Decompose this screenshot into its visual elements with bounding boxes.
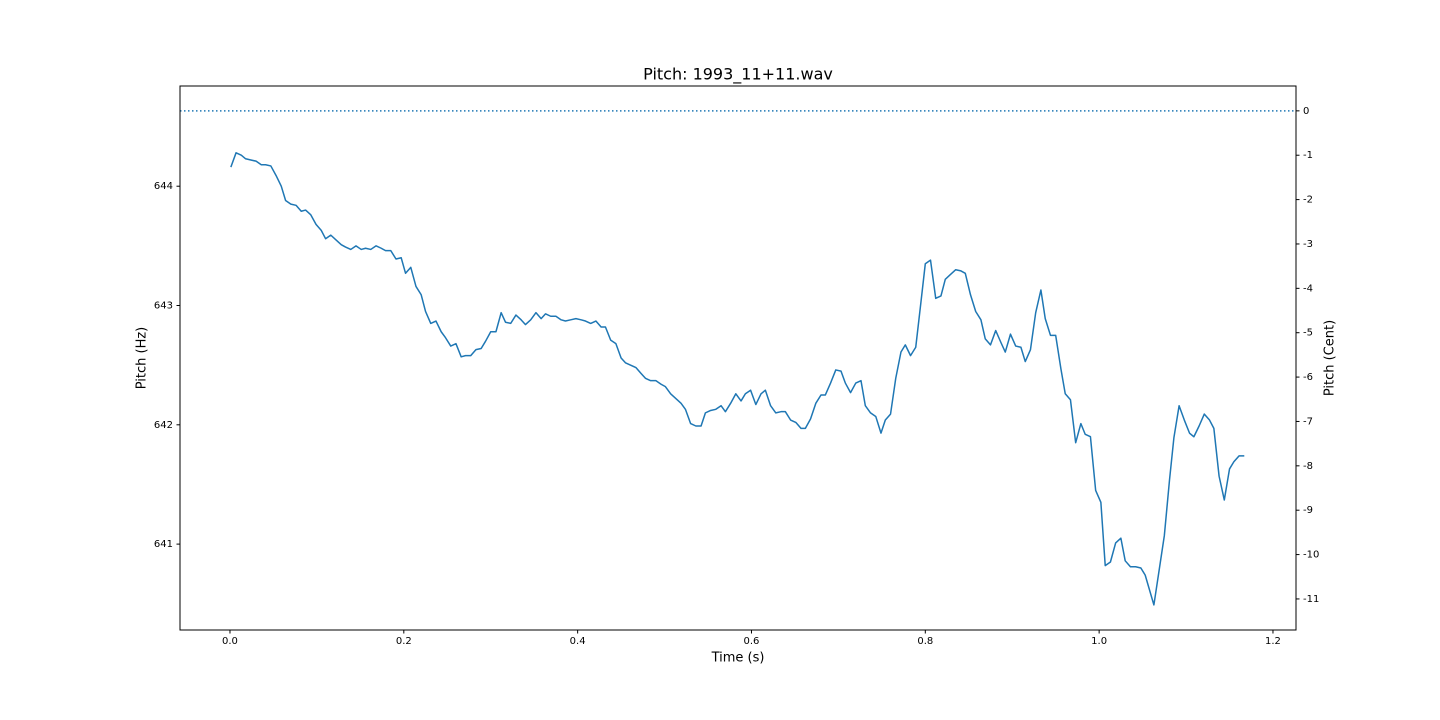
x-tick-label: 0.8 <box>917 636 933 647</box>
y2-tick-label: -11 <box>1303 594 1319 605</box>
y-tick-label: 642 <box>154 420 173 431</box>
chart-title: Pitch: 1993_11+11.wav <box>643 65 833 85</box>
y-tick-label: 643 <box>154 301 173 312</box>
x-tick-label: 1.2 <box>1265 636 1281 647</box>
y2-tick-label: -5 <box>1303 328 1313 339</box>
y2-tick-label: -4 <box>1303 283 1313 294</box>
y2-tick-label: -3 <box>1303 239 1313 250</box>
plot-frame <box>179 85 1297 631</box>
pitch-line <box>230 152 1245 606</box>
y2-tick-label: -6 <box>1303 372 1313 383</box>
y-tick-label: 644 <box>154 181 173 192</box>
y2-tick-label: -9 <box>1303 505 1313 516</box>
y2-tick-label: -10 <box>1303 550 1319 561</box>
y-axis-label: Pitch (Hz) <box>135 327 150 390</box>
y2-axis-label: Pitch (Cent) <box>1323 320 1338 396</box>
x-tick-label: 0.0 <box>222 636 238 647</box>
x-tick-label: 0.4 <box>570 636 586 647</box>
y2-tick-label: 0 <box>1303 106 1309 117</box>
y2-tick-label: -7 <box>1303 416 1313 427</box>
x-tick-label: 0.6 <box>744 636 760 647</box>
x-tick-label: 1.0 <box>1091 636 1107 647</box>
x-tick-label: 0.2 <box>396 636 412 647</box>
y2-tick-label: -1 <box>1303 150 1313 161</box>
x-axis-label: Time (s) <box>711 651 765 666</box>
y-tick-label: 641 <box>154 539 173 550</box>
y2-tick-label: -2 <box>1303 195 1313 206</box>
y2-tick-label: -8 <box>1303 461 1313 472</box>
